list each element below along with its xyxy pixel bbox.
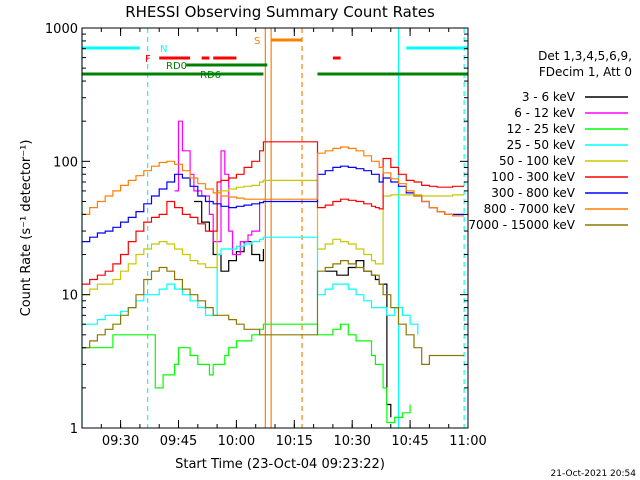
x-tick-label: 10:15: [276, 434, 313, 449]
legend-label: 100 - 300 keV: [491, 170, 575, 184]
legend-label: 800 - 7000 keV: [484, 202, 576, 216]
y-tick-label: 1000: [45, 22, 78, 37]
series-line: [82, 323, 411, 424]
x-tick-label: 10:45: [391, 434, 428, 449]
series-line: [82, 165, 465, 243]
legend-label: 50 - 100 keV: [499, 154, 576, 168]
y-tick-label: 10: [61, 289, 78, 304]
legend-label: 12 - 25 keV: [507, 122, 576, 136]
series-line: [193, 200, 264, 272]
legend-label: 3 - 6 keV: [522, 90, 576, 104]
x-tick-label: 09:45: [160, 434, 197, 449]
x-tick-label: 09:30: [102, 434, 139, 449]
series-line: [82, 141, 465, 285]
chart-title: RHESSI Observing Summary Count Rates: [125, 3, 435, 21]
plot-frame: [81, 27, 469, 429]
flag-label: RD6: [200, 70, 221, 81]
legend-label: 7000 - 15000 keV: [468, 218, 575, 232]
flag-label: RD0: [166, 61, 187, 72]
flag-label: N: [160, 44, 167, 55]
flag-label: F: [145, 54, 151, 65]
x-tick-label: 10:30: [333, 434, 370, 449]
series-line: [82, 146, 465, 217]
x-tick-label: 11:00: [449, 434, 486, 449]
legend-label: 300 - 800 keV: [491, 186, 575, 200]
x-tick-label: 10:00: [218, 434, 255, 449]
y-axis-label: Count Rate (s⁻¹ detector⁻¹): [19, 140, 34, 317]
x-axis-label: Start Time (23-Oct-04 09:23:22): [175, 457, 385, 472]
series-line: [174, 120, 261, 256]
y-tick-label: 100: [53, 155, 78, 170]
series-line: [82, 179, 465, 296]
y-tick-label: 1: [70, 422, 78, 437]
plot-area: NF RD0 RD6 S: [81, 28, 468, 428]
series-line: [82, 260, 465, 365]
series-line: [82, 236, 419, 335]
flag-label: S: [254, 36, 260, 47]
legend-label: 6 - 12 keV: [514, 106, 576, 120]
legend-header-line-1: Det 1,3,4,5,6,9,: [538, 49, 632, 63]
legend-header-line-2: FDecim 1, Att 0: [539, 65, 632, 79]
footer-timestamp: 21-Oct-2021 20:54: [551, 469, 637, 479]
legend-label: 25 - 50 keV: [507, 138, 576, 152]
